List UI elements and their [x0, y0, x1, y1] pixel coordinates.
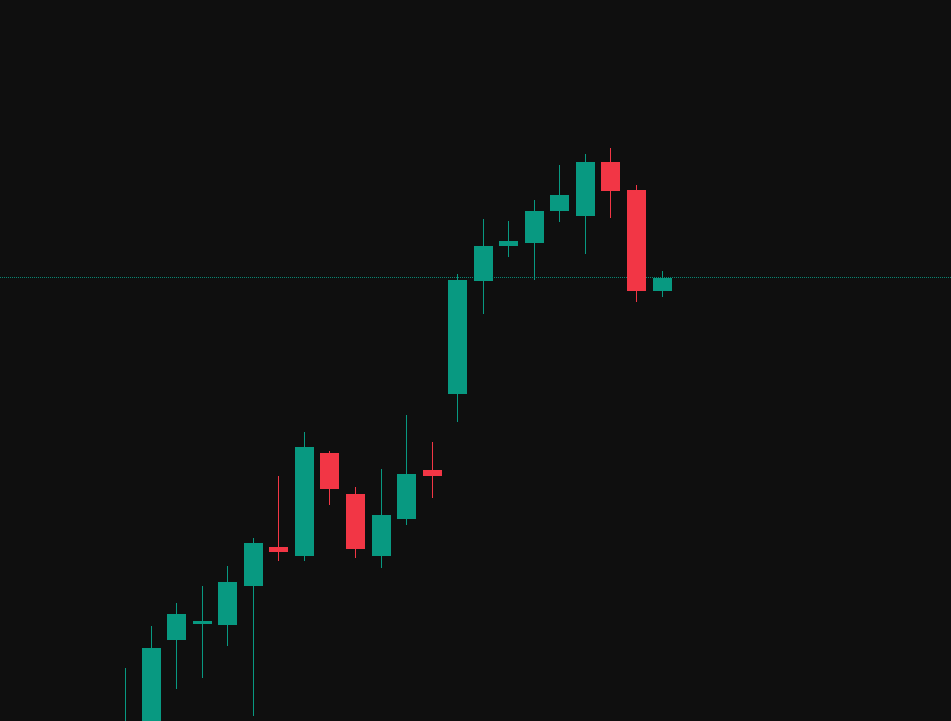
- candle: [576, 154, 595, 254]
- candle-body: [193, 621, 212, 624]
- candle: [601, 148, 620, 218]
- candle-body: [167, 614, 186, 640]
- candle-body: [372, 515, 391, 556]
- candle: [320, 451, 339, 505]
- candle: [125, 668, 126, 721]
- candle-body: [448, 280, 467, 394]
- candle: [167, 603, 186, 689]
- candle: [244, 538, 263, 716]
- candle: [550, 165, 569, 222]
- candle-body: [295, 447, 314, 556]
- candle-body: [244, 543, 263, 586]
- candle: [499, 221, 518, 257]
- candle: [142, 626, 161, 721]
- candle-body: [346, 494, 365, 549]
- candle-body: [576, 162, 595, 216]
- candle-body: [550, 195, 569, 211]
- candle: [423, 442, 442, 498]
- candle: [525, 200, 544, 280]
- candle-body: [653, 278, 672, 291]
- candle-body: [269, 547, 288, 552]
- candle-body: [474, 246, 493, 281]
- candle: [372, 469, 391, 568]
- candle-body: [142, 648, 161, 721]
- candle-body: [397, 474, 416, 519]
- candle: [295, 432, 314, 561]
- candle: [397, 415, 416, 525]
- candle-body: [423, 470, 442, 476]
- candle-body: [627, 190, 646, 291]
- candle: [474, 219, 493, 314]
- candle: [193, 586, 212, 678]
- candle-body: [499, 241, 518, 246]
- candle: [653, 271, 672, 297]
- candles-group: [125, 148, 672, 721]
- candle: [346, 487, 365, 558]
- candle: [269, 476, 288, 561]
- candle: [448, 274, 467, 422]
- candle-body: [218, 582, 237, 625]
- candle-body: [320, 453, 339, 489]
- candle: [218, 566, 237, 646]
- candle: [627, 185, 646, 302]
- candle-body: [601, 162, 620, 191]
- candle-body: [525, 211, 544, 243]
